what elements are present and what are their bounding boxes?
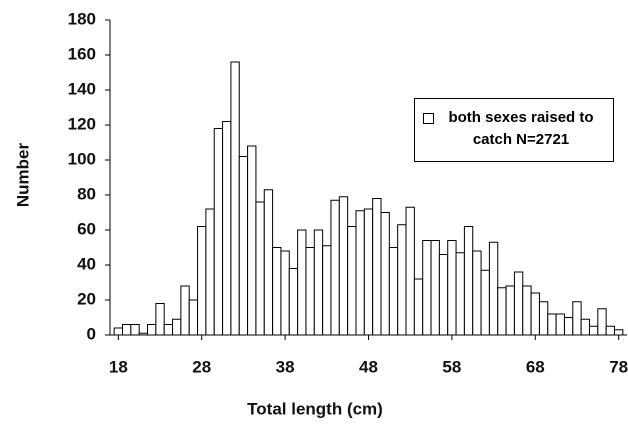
- bar: [505, 285, 515, 336]
- bar: [480, 269, 490, 336]
- x-tick-label: 28: [192, 357, 211, 376]
- bar: [197, 226, 207, 336]
- y-tick-label: 180: [68, 9, 96, 28]
- x-axis-title: Total length (cm): [247, 399, 383, 418]
- bar: [272, 247, 282, 336]
- bar: [397, 224, 407, 336]
- y-tick-label: 120: [68, 114, 96, 133]
- bar: [205, 208, 215, 336]
- bar: [322, 245, 332, 336]
- bar: [597, 308, 607, 336]
- bar: [497, 287, 507, 336]
- bar: [463, 226, 474, 336]
- y-tick-label: 60: [77, 219, 96, 238]
- y-tick-label: 40: [77, 254, 96, 273]
- bar: [155, 303, 165, 336]
- bar: [455, 252, 465, 336]
- bar: [313, 229, 324, 336]
- bar: [488, 241, 499, 336]
- bar: [413, 278, 424, 336]
- bar: [147, 324, 157, 336]
- bar: [180, 285, 190, 336]
- y-axis-title: Number: [13, 143, 32, 208]
- y-tick-label: 0: [87, 324, 96, 343]
- bar: [222, 121, 232, 336]
- bar: [347, 226, 357, 336]
- bar: [355, 210, 365, 336]
- bar: [305, 247, 315, 336]
- bar: [363, 208, 374, 336]
- bar: [547, 313, 557, 336]
- x-tick-label: 68: [526, 357, 545, 376]
- bar: [263, 189, 274, 336]
- bar: [513, 271, 524, 336]
- bar: [188, 299, 199, 336]
- legend: both sexes raised to catch N=2721: [414, 98, 614, 162]
- bar: [380, 212, 390, 336]
- bar: [163, 324, 174, 336]
- bar: [605, 325, 615, 336]
- bar: [430, 240, 440, 336]
- y-tick-label: 20: [77, 289, 96, 308]
- bar: [422, 240, 432, 336]
- bar: [472, 250, 482, 336]
- x-tick-label: 78: [609, 357, 628, 376]
- legend-label: both sexes raised to catch N=2721: [448, 109, 594, 148]
- bar: [530, 292, 540, 336]
- bar: [288, 268, 299, 336]
- legend-swatch: [423, 113, 434, 124]
- bar: [388, 247, 399, 336]
- bar: [555, 313, 565, 336]
- x-tick-label: 48: [359, 357, 378, 376]
- x-tick-label: 38: [276, 357, 295, 376]
- bar: [372, 198, 382, 336]
- bar: [238, 156, 249, 336]
- bar: [172, 318, 182, 336]
- bar: [447, 240, 457, 336]
- bar: [113, 327, 124, 336]
- bar: [280, 250, 290, 336]
- bar: [572, 301, 582, 336]
- bar: [122, 324, 132, 336]
- y-tick-label: 140: [68, 79, 96, 98]
- bar: [247, 145, 257, 336]
- bar: [213, 128, 224, 336]
- bar: [405, 206, 415, 336]
- bar: [588, 325, 599, 336]
- bar: [130, 324, 140, 336]
- bar: [255, 201, 265, 336]
- bar: [338, 196, 349, 336]
- bar: [438, 254, 449, 336]
- x-tick-label: 58: [442, 357, 461, 376]
- bar: [522, 285, 532, 336]
- y-tick-label: 100: [68, 149, 96, 168]
- bar: [297, 229, 307, 336]
- x-tick-label: 18: [109, 357, 128, 376]
- bar: [538, 301, 549, 336]
- y-tick-label: 160: [68, 44, 96, 63]
- bar: [580, 318, 590, 336]
- bar: [613, 329, 624, 336]
- bar: [330, 199, 340, 336]
- bar: [563, 317, 574, 336]
- y-tick-label: 80: [77, 184, 96, 203]
- bar: [230, 61, 240, 336]
